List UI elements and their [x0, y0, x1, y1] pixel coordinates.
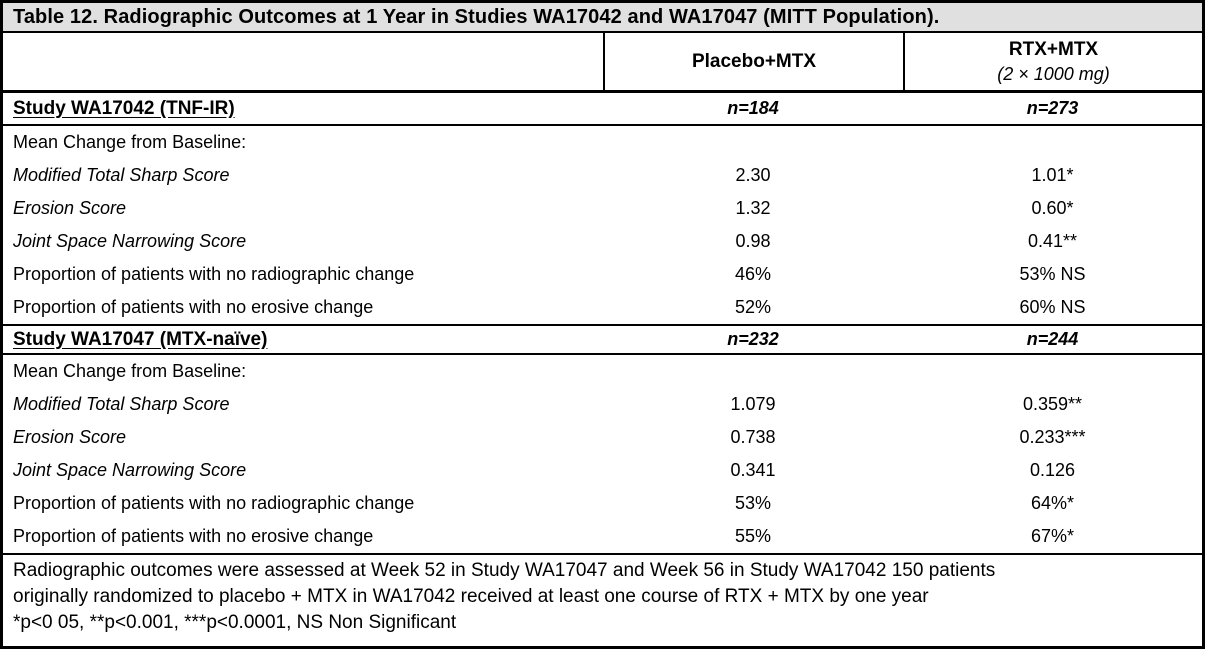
- rtx-value: [903, 355, 1202, 388]
- row-label: Joint Space Narrowing Score: [13, 231, 247, 251]
- rtx-value: 60% NS: [1019, 297, 1086, 317]
- table-row: Proportion of patients with no radiograp…: [3, 258, 1202, 291]
- rtx-value: 0.60*: [1031, 198, 1074, 218]
- table-row: Joint Space Narrowing Score 0.341 0.126: [3, 454, 1202, 487]
- row-label: Mean Change from Baseline:: [13, 361, 247, 381]
- column-header-placebo: Placebo+MTX: [603, 33, 903, 90]
- placebo-value: 55%: [734, 526, 772, 546]
- row-label: Erosion Score: [13, 198, 127, 218]
- column-header-row: Placebo+MTX RTX+MTX (2 × 1000 mg): [3, 33, 1202, 93]
- study-wa17042-n-placebo: n=184: [727, 98, 779, 118]
- table-row: Proportion of patients with no erosive c…: [3, 291, 1202, 324]
- study-wa17047-heading: Study WA17047 (MTX-naïve): [13, 328, 268, 350]
- column-header-placebo-label: Placebo+MTX: [691, 51, 817, 72]
- footnote-line: *p<0 05, **p<0.001, ***p<0.0001, NS Non …: [13, 612, 457, 633]
- row-label: Proportion of patients with no radiograp…: [13, 264, 415, 284]
- rtx-value: 0.359**: [1022, 394, 1083, 414]
- study-wa17047-row: Study WA17047 (MTX-naïve) n=232 n=244: [3, 324, 1202, 355]
- placebo-value: [603, 355, 903, 388]
- row-label: Erosion Score: [13, 427, 127, 447]
- table-row: Mean Change from Baseline:: [3, 355, 1202, 388]
- rtx-value: 1.01*: [1031, 165, 1074, 185]
- table-row: Modified Total Sharp Score 1.079 0.359**: [3, 388, 1202, 421]
- rtx-value: 53% NS: [1019, 264, 1086, 284]
- row-label: Modified Total Sharp Score: [13, 394, 230, 414]
- column-header-empty: [3, 33, 603, 90]
- footnote-line: Radiographic outcomes were assessed at W…: [13, 560, 996, 581]
- placebo-value: 0.341: [730, 460, 776, 480]
- row-label: Modified Total Sharp Score: [13, 165, 230, 185]
- footnote-line: originally randomized to placebo + MTX i…: [13, 586, 929, 607]
- placebo-value: 52%: [734, 297, 772, 317]
- rtx-value: 0.126: [1029, 460, 1076, 480]
- column-header-rtx: RTX+MTX (2 × 1000 mg): [903, 33, 1202, 90]
- table-row: Mean Change from Baseline:: [3, 126, 1202, 159]
- study-wa17042-heading: Study WA17042 (TNF-IR): [13, 97, 235, 119]
- study-wa17042-n-rtx: n=273: [1026, 98, 1079, 118]
- rtx-value: 67%*: [1030, 526, 1075, 546]
- row-label: Proportion of patients with no erosive c…: [13, 526, 374, 546]
- column-header-rtx-dose: (2 × 1000 mg): [997, 63, 1110, 84]
- placebo-value: 53%: [734, 493, 772, 513]
- placebo-value: 0.738: [730, 427, 776, 447]
- column-header-rtx-label: RTX+MTX: [1008, 38, 1099, 60]
- table-row: Erosion Score 1.32 0.60*: [3, 192, 1202, 225]
- placebo-value: 2.30: [735, 165, 771, 185]
- table-row: Modified Total Sharp Score 2.30 1.01*: [3, 159, 1202, 192]
- placebo-value: 1.32: [735, 198, 771, 218]
- row-label: Mean Change from Baseline:: [13, 132, 247, 152]
- row-label: Joint Space Narrowing Score: [13, 460, 247, 480]
- table-row: Erosion Score 0.738 0.233***: [3, 421, 1202, 454]
- study-wa17047-n-placebo: n=232: [727, 329, 779, 349]
- study-wa17042-row: Study WA17042 (TNF-IR) n=184 n=273: [3, 93, 1202, 126]
- rtx-value: [903, 126, 1202, 159]
- table-row: Proportion of patients with no erosive c…: [3, 520, 1202, 553]
- table-row: Joint Space Narrowing Score 0.98 0.41**: [3, 225, 1202, 258]
- placebo-value: 46%: [734, 264, 772, 284]
- study-wa17047-n-rtx: n=244: [1026, 329, 1079, 349]
- rtx-value: 0.41**: [1027, 231, 1078, 251]
- rtx-value: 0.233***: [1019, 427, 1086, 447]
- row-label: Proportion of patients with no radiograp…: [13, 493, 415, 513]
- rtx-value: 64%*: [1030, 493, 1075, 513]
- table-footnote: Radiographic outcomes were assessed at W…: [3, 553, 1202, 636]
- row-label: Proportion of patients with no erosive c…: [13, 297, 374, 317]
- placebo-value: [603, 126, 903, 159]
- table-row: Proportion of patients with no radiograp…: [3, 487, 1202, 520]
- placebo-value: 1.079: [730, 394, 776, 414]
- placebo-value: 0.98: [735, 231, 771, 251]
- table-title: Table 12. Radiographic Outcomes at 1 Yea…: [3, 3, 1202, 33]
